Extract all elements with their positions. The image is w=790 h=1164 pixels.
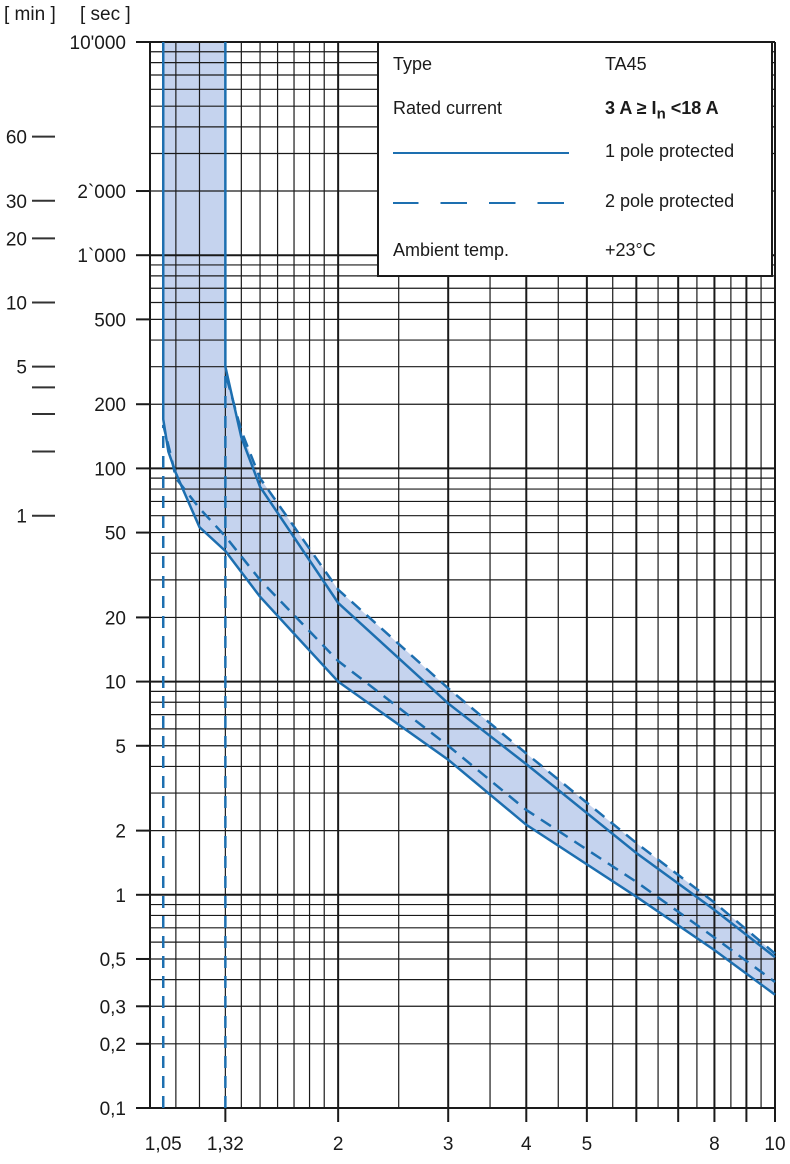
x-tick-label: 4	[521, 1134, 532, 1155]
y-tick-label-sec: 20	[105, 608, 126, 629]
type-value: TA45	[605, 54, 647, 74]
y-tick-label-sec: 50	[105, 524, 126, 545]
one-pole-curve	[161, 42, 776, 996]
y-tick-label-sec: 10'000	[70, 33, 126, 54]
two-pole-curve	[161, 424, 776, 1108]
ambient-label: Ambient temp.	[393, 240, 510, 260]
y-tick-label-min: 30	[6, 192, 27, 213]
y-tick-label-sec: 100	[94, 459, 126, 480]
curves	[161, 42, 776, 1108]
y-tick-label-sec: 5	[115, 737, 126, 758]
rated-suffix: <18 A	[665, 98, 719, 118]
grid	[149, 41, 776, 1109]
y-tick-label-sec: 0,2	[100, 1035, 126, 1056]
dashed-label: 2 pole protected	[605, 191, 735, 211]
y-tick-label-sec: 10	[105, 673, 126, 694]
rated-prefix: 3 A ≥ I	[605, 98, 657, 118]
x-tick-label: 2	[333, 1134, 344, 1155]
legend-solid-row: 1 pole protected	[393, 141, 761, 165]
y-tick-label-sec: 1	[115, 886, 126, 907]
type-label: Type	[393, 54, 433, 74]
rated-current-value: 3 A ≥ In <18 A	[605, 98, 719, 123]
x-tick-label: 10	[764, 1134, 785, 1155]
legend-dashed-row: 2 pole protected	[393, 191, 761, 215]
legend: Type TA45 Rated current 3 A ≥ In <18 A 1…	[377, 41, 773, 277]
axes: 1,05 1,32 2 3 4 5 8 1010'0002`0001`000500200100…	[6, 33, 786, 1155]
legend-ambient-row: Ambient temp. +23°C	[393, 240, 761, 264]
legend-type-row: Type TA45	[393, 54, 761, 78]
dashed-line-swatch	[393, 202, 569, 204]
sec-unit-label: [ sec ]	[80, 4, 131, 25]
x-tick-label: 3	[443, 1134, 454, 1155]
solid-line-swatch	[393, 152, 569, 154]
y-tick-label-min: 60	[6, 128, 27, 149]
x-tick-label: 8	[709, 1134, 720, 1155]
y-tick-label-sec: 200	[94, 395, 126, 416]
x-tick-label: 5	[582, 1134, 593, 1155]
rated-current-label: Rated current	[393, 98, 503, 118]
y-tick-label-sec: 0,1	[100, 1099, 126, 1120]
y-tick-label-min: 1	[16, 507, 27, 528]
y-tick-label-sec: 2	[115, 822, 126, 843]
y-tick-label-min: 10	[6, 293, 27, 314]
min-unit-label: [ min ]	[4, 4, 56, 25]
y-tick-label-min: 20	[6, 229, 27, 250]
y-tick-label-sec: 0,3	[100, 997, 126, 1018]
x-tick-label: 1,32	[207, 1134, 244, 1155]
rated-sub: n	[656, 105, 666, 123]
y-tick-label-sec: 0,5	[100, 950, 126, 971]
two-pole-curve	[224, 372, 776, 1108]
y-tick-label-sec: 2`000	[77, 182, 126, 203]
x-tick-label: 1,05	[145, 1134, 182, 1155]
y-tick-label-sec: 500	[94, 310, 126, 331]
y-tick-label-min: 5	[16, 358, 27, 379]
legend-rated-row: Rated current 3 A ≥ In <18 A	[393, 98, 761, 123]
solid-label: 1 pole protected	[605, 141, 735, 161]
y-tick-label-sec: 1`000	[77, 246, 126, 267]
ambient-value: +23°C	[605, 240, 656, 260]
